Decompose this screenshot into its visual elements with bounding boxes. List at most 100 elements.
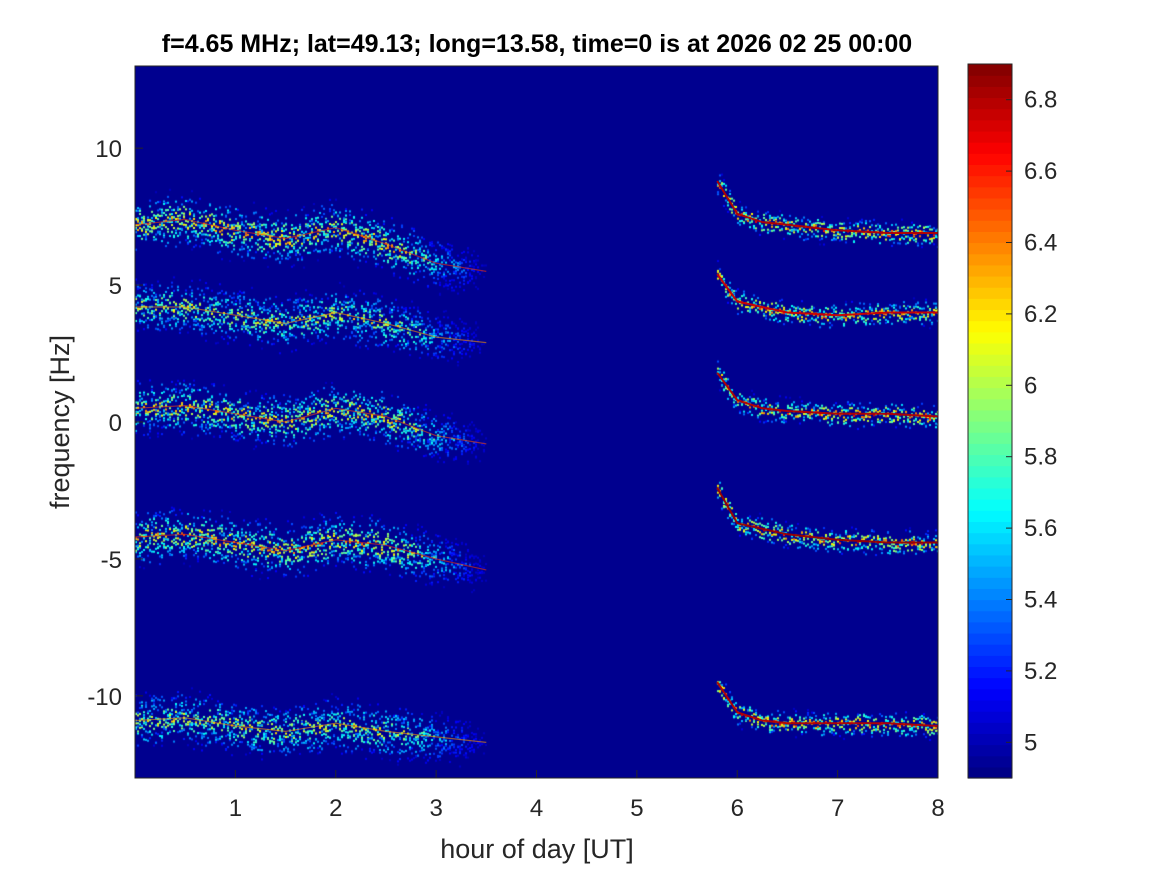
- colorbar-band: [968, 621, 1012, 634]
- doppler-trace-line: [134, 717, 487, 743]
- colorbar-band: [968, 376, 1012, 389]
- colorbar-band: [968, 599, 1012, 612]
- x-tick-label: 4: [530, 795, 543, 822]
- colorbar-band: [968, 711, 1012, 723]
- colorbar-band: [968, 86, 1012, 99]
- x-tick-label: 5: [630, 795, 643, 822]
- x-tick-label: 1: [229, 795, 242, 822]
- x-axis-label: hour of day [UT]: [440, 834, 634, 864]
- colorbar-band: [968, 409, 1012, 422]
- colorbar-band: [968, 655, 1012, 668]
- y-axis-label: frequency [Hz]: [45, 335, 75, 509]
- colorbar-band: [968, 499, 1012, 511]
- trace-marks: [134, 180, 939, 743]
- x-tick-label: 8: [931, 795, 944, 822]
- colorbar-band: [968, 554, 1012, 567]
- x-tick-label: 3: [429, 795, 442, 822]
- colorbar-tick-label: 5: [1024, 729, 1037, 756]
- y-tick-label: -5: [101, 547, 122, 574]
- colorbar-tick-label: 5.8: [1024, 444, 1057, 471]
- doppler-trace-line: [716, 487, 938, 544]
- colorbar-band: [968, 677, 1012, 690]
- colorbar-band: [968, 365, 1012, 377]
- colorbar-band: [968, 766, 1012, 779]
- x-axis-ticks: 1 2 3 4 5 6 7 8: [229, 770, 945, 822]
- colorbar-band: [968, 209, 1012, 221]
- colorbar-band: [968, 298, 1012, 311]
- doppler-trace-line: [134, 218, 487, 272]
- colorbar-tick-label: 6.8: [1024, 87, 1057, 114]
- colorbar-band: [968, 722, 1012, 734]
- colorbar-band: [968, 666, 1012, 679]
- colorbar-band: [968, 532, 1012, 545]
- colorbar-band: [968, 130, 1012, 143]
- colorbar-band: [968, 153, 1012, 166]
- plot-area: [134, 65, 939, 779]
- colorbar-band: [968, 566, 1012, 578]
- colorbar-tick-label: 5.6: [1024, 515, 1057, 542]
- heatmap-layer: [135, 66, 938, 778]
- colorbar-band: [968, 275, 1012, 288]
- colorbar-band: [968, 421, 1012, 433]
- doppler-trace-line: [716, 372, 939, 418]
- doppler-trace-line: [716, 180, 938, 234]
- colorbar-band: [968, 510, 1012, 523]
- colorbar-tick-label: 6.4: [1024, 230, 1057, 257]
- colorbar: 6.8 6.6 6.4 6.2 6 5.8 5.6 5.4 5.2 5: [967, 63, 1057, 779]
- colorbar-band: [968, 309, 1012, 322]
- colorbar-gradient: [968, 64, 1012, 779]
- colorbar-band: [968, 521, 1012, 534]
- x-tick-label: 6: [731, 795, 744, 822]
- colorbar-tick-label: 6.6: [1024, 158, 1057, 185]
- colorbar-tick-label: 5.2: [1024, 658, 1057, 685]
- colorbar-band: [968, 242, 1012, 255]
- y-tick-label: -10: [87, 684, 122, 711]
- doppler-trace-line: [135, 306, 487, 344]
- colorbar-band: [968, 632, 1012, 645]
- colorbar-band: [968, 175, 1012, 188]
- colorbar-tick-label: 6: [1024, 372, 1037, 399]
- colorbar-band: [968, 220, 1012, 232]
- doppler-trace-line: [716, 681, 939, 727]
- colorbar-band: [968, 487, 1012, 500]
- y-tick-label: 5: [109, 273, 122, 300]
- y-axis-ticks: 10 5 0 -5 -10: [87, 136, 143, 711]
- colorbar-band: [968, 108, 1012, 121]
- doppler-trace-line: [134, 533, 487, 571]
- colorbar-band: [968, 476, 1012, 489]
- x-tick-label: 2: [329, 795, 342, 822]
- chart-title: f=4.65 MHz; lat=49.13; long=13.58, time=…: [162, 30, 912, 58]
- colorbar-band: [968, 644, 1012, 656]
- colorbar-band: [968, 432, 1012, 444]
- colorbar-band: [968, 398, 1012, 411]
- colorbar-tick-label: 6.2: [1024, 301, 1057, 328]
- colorbar-band: [968, 354, 1012, 366]
- colorbar-band: [968, 699, 1012, 712]
- colorbar-band: [968, 253, 1012, 266]
- colorbar-band: [968, 588, 1012, 601]
- colorbar-frame: [967, 63, 1013, 779]
- colorbar-band: [968, 231, 1012, 244]
- colorbar-band: [968, 454, 1012, 467]
- colorbar-band: [968, 610, 1012, 623]
- colorbar-band: [968, 688, 1012, 701]
- colorbar-band: [968, 287, 1012, 299]
- heatmap-canvas: [135, 66, 938, 778]
- colorbar-band: [968, 75, 1012, 87]
- y-tick-label: 0: [109, 410, 122, 437]
- doppler-trace-line: [134, 405, 487, 445]
- y-tick-label: 10: [95, 136, 122, 163]
- colorbar-band: [968, 387, 1012, 400]
- colorbar-band: [968, 465, 1012, 478]
- colorbar-tick-label: 5.4: [1024, 587, 1057, 614]
- colorbar-band: [968, 320, 1012, 333]
- colorbar-band: [968, 197, 1012, 210]
- doppler-trace-line: [716, 273, 938, 317]
- colorbar-band: [968, 543, 1012, 556]
- colorbar-band: [968, 164, 1012, 177]
- colorbar-band: [968, 443, 1012, 456]
- colorbar-band: [968, 733, 1012, 746]
- colorbar-band: [968, 744, 1012, 757]
- colorbar-ticks: 6.8 6.6 6.4 6.2 6 5.8 5.6 5.4 5.2 5: [1006, 87, 1057, 756]
